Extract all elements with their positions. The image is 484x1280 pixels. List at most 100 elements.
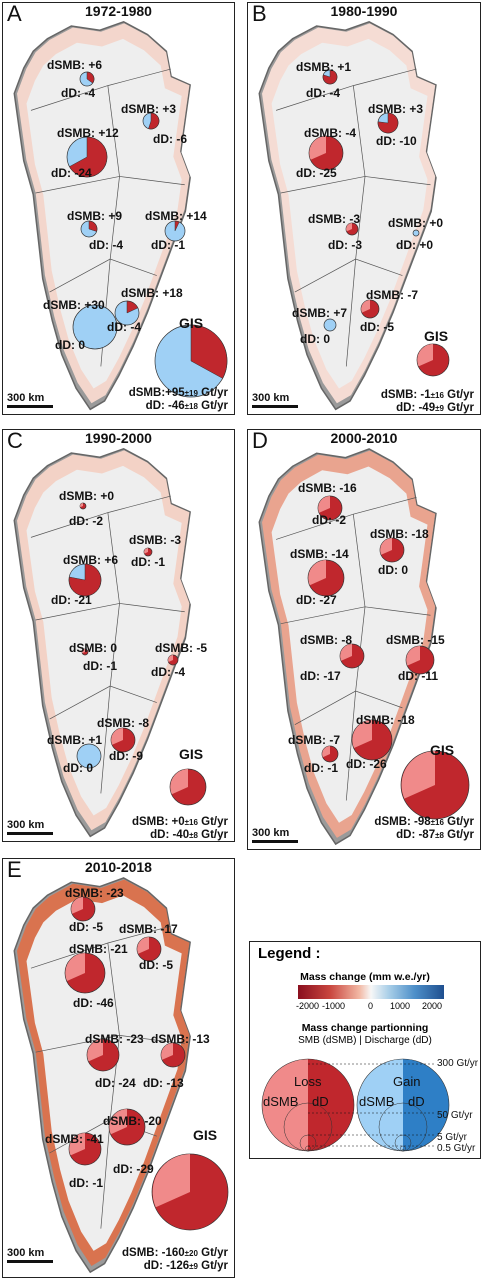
legend-half-dd bbox=[308, 1059, 354, 1151]
basin-dd: dD: -24 bbox=[95, 1076, 136, 1090]
pie-loss-slice bbox=[126, 300, 139, 314]
basin-dd: dD: 0 bbox=[55, 338, 85, 352]
pie-smb-slice bbox=[80, 503, 83, 508]
pie-smb-slice bbox=[87, 1039, 103, 1062]
pie-smb-slice bbox=[170, 769, 188, 795]
basin-dd: dD: -3 bbox=[328, 238, 362, 252]
colorbar-tick: -2000 bbox=[296, 1001, 320, 1011]
basin-dd: dD: -5 bbox=[360, 320, 394, 334]
basin-dd: dD: -24 bbox=[51, 166, 92, 180]
panel-title: 2010-2018 bbox=[85, 859, 152, 875]
panel-letter: B bbox=[252, 2, 267, 26]
pie-smb-slice bbox=[168, 655, 173, 662]
basin-divide bbox=[294, 258, 403, 293]
basin-dsmb: dSMB: -21 bbox=[69, 942, 128, 956]
pie-smb-slice bbox=[82, 649, 85, 654]
gis-total-pie bbox=[154, 324, 228, 398]
basin-pie bbox=[322, 69, 338, 85]
basin-pie bbox=[136, 936, 162, 962]
basin-dsmb: dSMB: -8 bbox=[300, 633, 352, 647]
basin-dd: dD: -26 bbox=[346, 757, 387, 771]
basin-dd: dD: -11 bbox=[398, 669, 439, 683]
pie-smb-slice bbox=[361, 300, 370, 313]
basin-pie bbox=[164, 220, 186, 242]
colorbar bbox=[298, 985, 444, 999]
colorbar-tick: 1000 bbox=[390, 1001, 411, 1011]
legend-dsmb-label: dSMB bbox=[359, 1094, 395, 1109]
gain-label: Gain bbox=[393, 1074, 421, 1089]
pie-smb-slice bbox=[340, 644, 352, 661]
basin-divide bbox=[280, 176, 431, 194]
gis-total: dSMB: -98±16 Gt/yr dD: -87±8 Gt/yr bbox=[374, 816, 474, 841]
basin-dd: dD: -13 bbox=[143, 1076, 184, 1090]
basin-dd: dD: -29 bbox=[113, 1162, 154, 1176]
basin-dd: dD: -1 bbox=[131, 555, 165, 569]
basin-dsmb: dSMB: +14 bbox=[145, 209, 207, 223]
basin-dsmb: dSMB: -7 bbox=[366, 288, 418, 302]
basin-pie bbox=[79, 502, 87, 510]
basin-dsmb: dSMB: -23 bbox=[65, 886, 124, 900]
basin-dsmb: dSMB: +1 bbox=[47, 733, 103, 747]
panel-letter: E bbox=[7, 858, 22, 882]
greenland-map-a bbox=[13, 20, 228, 411]
basin-pie bbox=[86, 1038, 120, 1072]
basin-dsmb: dSMB: +3 bbox=[121, 102, 177, 116]
scale-bar: 300 km bbox=[7, 392, 53, 408]
basin-dd: dD: -10 bbox=[376, 134, 417, 148]
pie-base bbox=[76, 743, 102, 769]
basin-dsmb: dSMB: -41 bbox=[45, 1132, 104, 1146]
pie-smb-slice bbox=[322, 746, 330, 758]
basin-pie bbox=[345, 222, 359, 236]
basin-dsmb: dSMB: +0 bbox=[388, 216, 444, 230]
size-50: 50 Gt/yr bbox=[437, 1110, 473, 1121]
basin-dsmb: dSMB: +0 bbox=[59, 489, 115, 503]
pie-smb-slice bbox=[137, 937, 149, 954]
basin-pie bbox=[81, 648, 89, 656]
basin-dsmb: dSMB: -23 bbox=[85, 1032, 144, 1046]
scale-bar: 300 km bbox=[252, 392, 298, 408]
pie-smb-slice bbox=[152, 1154, 190, 1208]
basin-dd: dD: -25 bbox=[296, 166, 337, 180]
pie-loss-slice bbox=[190, 324, 228, 379]
basin-dsmb: dSMB: -18 bbox=[356, 713, 415, 727]
basin-pie bbox=[339, 643, 365, 669]
basin-pie bbox=[351, 719, 393, 761]
basin-dd: dD: -21 bbox=[51, 593, 92, 607]
ice-sheet bbox=[26, 38, 182, 389]
basin-pie bbox=[79, 71, 95, 87]
legend: Legend : Mass change (mm w.e./yr) -2000 … bbox=[249, 941, 481, 1159]
greenland-map-b bbox=[258, 20, 450, 411]
pie-smb-slice bbox=[161, 1043, 173, 1060]
pie-base bbox=[72, 304, 118, 350]
basin-pie bbox=[64, 952, 106, 994]
basin-dd: dD: -4 bbox=[89, 238, 123, 252]
basin-dsmb: dSMB: +6 bbox=[47, 58, 103, 72]
legend-half-dd bbox=[403, 1059, 449, 1151]
basin-pie bbox=[307, 559, 345, 597]
basin-divide bbox=[35, 1035, 185, 1053]
pie-loss-slice bbox=[174, 220, 180, 232]
gis-label: GIS bbox=[430, 742, 455, 758]
legend-half-smb bbox=[357, 1059, 403, 1151]
pie-base bbox=[412, 229, 420, 237]
basin-divide bbox=[280, 606, 431, 625]
basin-divide bbox=[30, 495, 171, 538]
basin-pie bbox=[167, 654, 179, 666]
pie-smb-slice bbox=[69, 1133, 85, 1156]
pie-smb-slice bbox=[417, 344, 433, 367]
pie-loss-slice bbox=[322, 69, 338, 85]
pie-loss-slice bbox=[69, 136, 108, 178]
basin-divide bbox=[100, 942, 120, 1229]
basin-dsmb: dSMB: -5 bbox=[155, 641, 207, 655]
panel-a: A 1972-1980 dSMB: +6 dD: -4 dSMB: +3 dD:… bbox=[2, 2, 235, 415]
basin-divide bbox=[345, 85, 366, 367]
basin-pie bbox=[68, 563, 102, 597]
legend-size-ring bbox=[306, 1148, 310, 1152]
basin-pie bbox=[160, 1042, 186, 1068]
basin-dsmb: dSMB: -20 bbox=[103, 1114, 162, 1128]
basin-pie bbox=[308, 135, 344, 171]
basin-pie bbox=[76, 743, 102, 769]
partition-title: Mass change partionning bbox=[301, 1022, 429, 1034]
basin-dsmb: dSMB: +18 bbox=[121, 286, 183, 300]
basin-dsmb: dSMB: +1 bbox=[296, 60, 352, 74]
